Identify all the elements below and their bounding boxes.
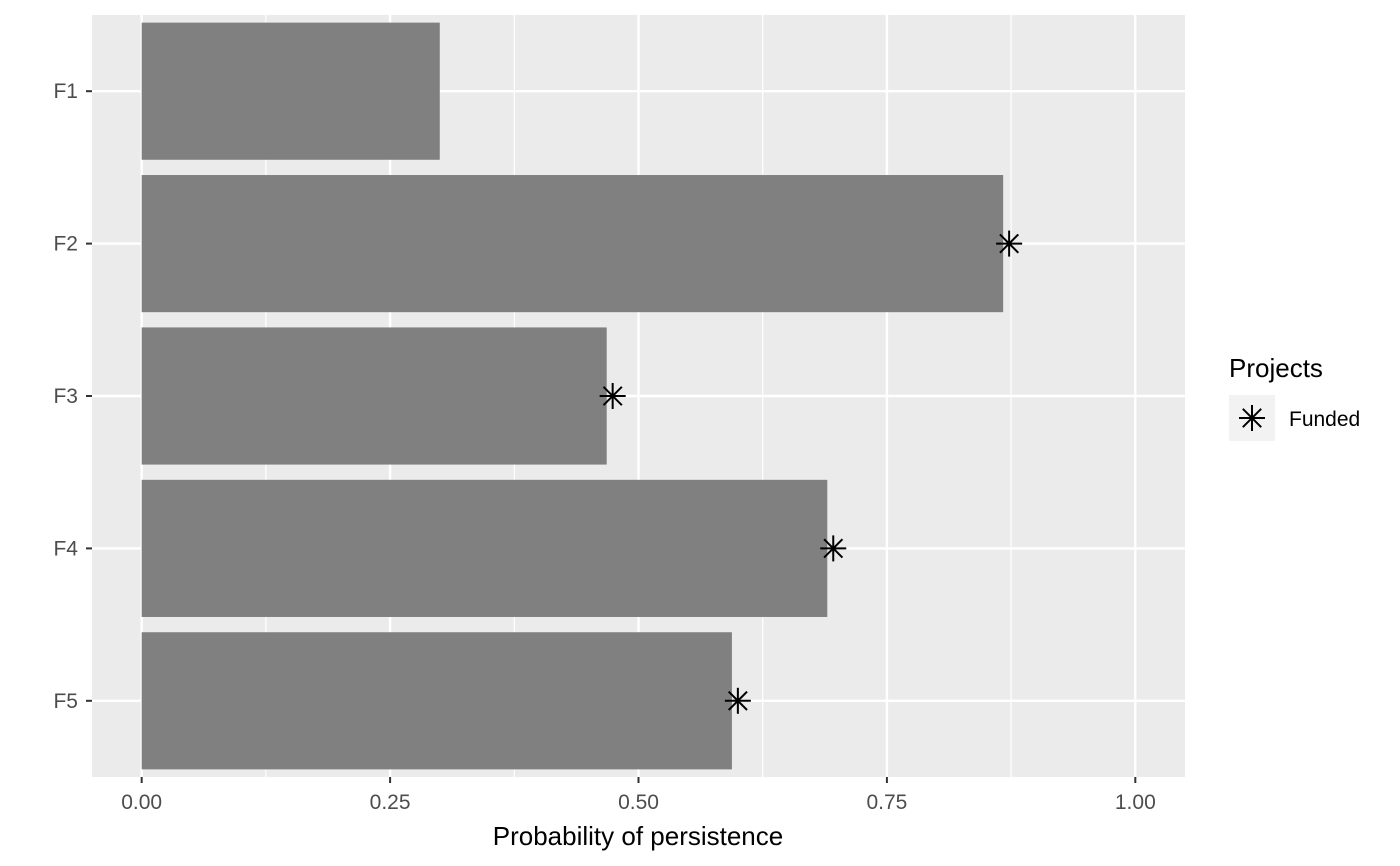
- bar-F3: [141, 327, 607, 465]
- bar-F5: [141, 632, 732, 770]
- bars: [141, 22, 1004, 770]
- bar-F2: [141, 175, 1004, 313]
- legend-label-funded: Funded: [1289, 408, 1360, 431]
- legend-asterisk: [1239, 405, 1265, 431]
- y-tick-label-F2: F2: [53, 233, 78, 256]
- x-tick-label: 0.00: [121, 791, 162, 814]
- y-tick-label-F4: F4: [53, 537, 78, 560]
- x-axis-title: Probability of persistence: [493, 821, 783, 851]
- legend-title: Projects: [1229, 353, 1323, 383]
- marker-funded-F4: [820, 535, 847, 562]
- y-axis: F1 F2 F3 F4 F5: [53, 80, 92, 713]
- marker-funded-F2: [996, 230, 1023, 257]
- y-tick-label-F5: F5: [53, 690, 78, 713]
- x-tick-label: 0.25: [370, 791, 411, 814]
- marker-funded-F5: [724, 687, 751, 714]
- y-tick-label-F3: F3: [53, 385, 78, 408]
- funded-markers: [599, 230, 1023, 714]
- bar-F1: [141, 22, 440, 160]
- x-tick-label: 0.50: [618, 791, 659, 814]
- x-tick-label: 0.75: [866, 791, 907, 814]
- x-axis: 0.00 0.25 0.50 0.75 1.00: [121, 777, 1156, 814]
- x-tick-label: 1.00: [1115, 791, 1156, 814]
- marker-funded-F3: [599, 383, 626, 409]
- bar-F4: [141, 479, 828, 617]
- legend: Projects Funded: [1229, 353, 1360, 441]
- y-tick-label-F1: F1: [53, 80, 78, 103]
- legend-asterisk-icon: [1239, 405, 1265, 431]
